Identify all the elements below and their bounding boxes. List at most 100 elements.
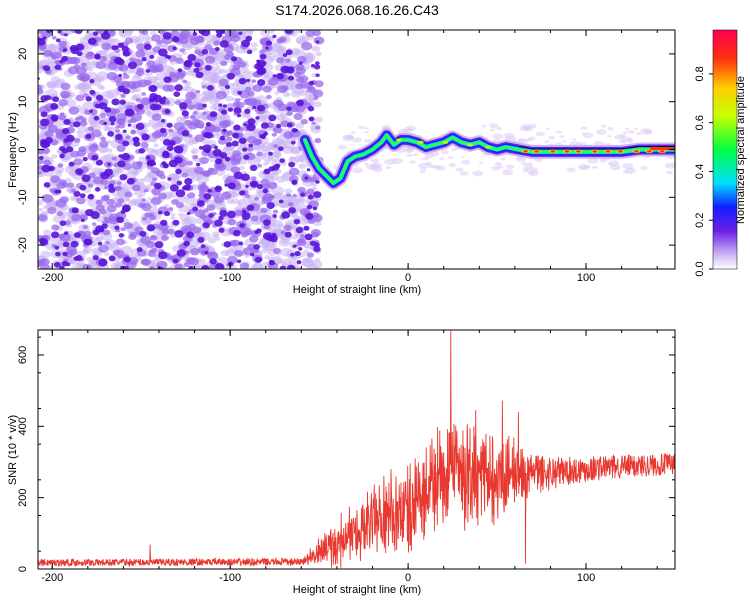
noise-blob — [146, 224, 156, 232]
noise-blob — [230, 239, 241, 247]
noise-blob — [68, 161, 75, 167]
noise-blob — [79, 193, 86, 199]
ridge-haze — [459, 170, 469, 176]
noise-blob — [191, 150, 196, 155]
noise-blob — [301, 257, 315, 268]
noise-blob — [196, 200, 205, 207]
noise-blob — [167, 177, 172, 181]
ridge-haze — [580, 126, 588, 130]
noise-blob — [296, 260, 302, 265]
noise-blob — [141, 56, 147, 62]
noise-blob — [78, 146, 87, 153]
snr-y-tick-label: 600 — [17, 346, 29, 364]
noise-blob — [177, 68, 183, 73]
ridge-haze — [413, 153, 419, 157]
ridge-hotspot-core — [534, 150, 539, 153]
ridge-haze — [559, 135, 565, 138]
noise-blob — [213, 196, 224, 204]
noise-blob — [155, 170, 165, 177]
noise-blob — [40, 138, 47, 145]
noise-blob — [71, 207, 79, 214]
noise-blob — [226, 210, 236, 219]
noise-blob — [204, 64, 212, 71]
noise-blob — [316, 197, 322, 202]
noise-blob — [194, 166, 204, 175]
noise-blob — [105, 240, 111, 245]
ridge-haze — [364, 130, 370, 134]
noise-blob — [157, 68, 162, 72]
noise-blob — [65, 255, 77, 264]
ridge-haze — [528, 136, 536, 141]
noise-blob — [198, 30, 206, 35]
noise-blob — [297, 56, 307, 64]
noise-blob — [55, 251, 61, 257]
noise-blob — [256, 151, 263, 157]
noise-blob — [177, 213, 183, 217]
noise-blob — [225, 95, 234, 102]
noise-blob — [244, 194, 251, 199]
noise-blob — [291, 180, 297, 185]
noise-blob — [183, 240, 190, 247]
ridge-haze — [572, 138, 577, 141]
noise-blob — [58, 114, 67, 121]
ridge-haze — [577, 164, 590, 171]
noise-blob — [185, 91, 197, 101]
noise-blob — [314, 64, 321, 70]
noise-blob — [141, 216, 147, 221]
noise-blob — [311, 231, 320, 238]
noise-blob — [54, 189, 60, 194]
noise-blob — [297, 266, 302, 269]
noise-blob — [101, 42, 112, 51]
noise-blob — [115, 125, 120, 129]
noise-blob — [238, 77, 247, 85]
noise-blob — [227, 218, 237, 226]
noise-blob — [299, 234, 305, 238]
noise-blob — [149, 212, 155, 217]
noise-blob — [187, 192, 196, 199]
ridge-haze — [591, 165, 598, 169]
noise-blob — [314, 116, 323, 123]
noise-blob — [288, 167, 300, 176]
noise-blob — [51, 35, 57, 40]
noise-blob — [222, 128, 227, 133]
ridge-hotspot-core — [592, 150, 597, 153]
noise-blob — [73, 121, 81, 128]
noise-blob — [45, 80, 57, 89]
noise-blob — [85, 96, 92, 102]
noise-blob — [73, 256, 80, 261]
noise-blob — [111, 98, 120, 106]
noise-blob — [110, 122, 115, 126]
noise-blob — [253, 244, 260, 250]
ridge-haze — [544, 140, 550, 143]
noise-blob — [115, 185, 123, 191]
noise-blob — [206, 74, 219, 84]
noise-blob — [135, 122, 145, 131]
noise-blob — [51, 231, 60, 239]
noise-blob — [262, 188, 269, 194]
ridge-haze — [440, 149, 449, 154]
noise-blob — [292, 193, 298, 198]
noise-blob — [293, 218, 301, 225]
noise-blob — [99, 112, 107, 118]
noise-blob — [151, 113, 162, 121]
noise-blob — [215, 30, 225, 35]
noise-blob — [130, 118, 137, 124]
noise-blob — [311, 73, 318, 78]
noise-blob — [38, 170, 43, 175]
colorbar: 0.0 0.2 0.4 0.6 0.8 Normalized spectral ampl… — [694, 29, 747, 277]
noise-blob — [63, 119, 71, 125]
spectrogram-y-tick-label: 0 — [17, 146, 29, 152]
noise-blob — [131, 81, 142, 89]
noise-blob — [244, 108, 251, 114]
noise-blob — [232, 132, 240, 139]
noise-blob — [92, 31, 99, 36]
ridge-haze — [420, 166, 427, 171]
noise-blob — [202, 170, 211, 177]
noise-blob — [192, 99, 199, 104]
ridge-hotspot-core — [618, 150, 623, 153]
noise-blob — [62, 241, 70, 248]
noise-blob — [50, 103, 59, 110]
noise-blob — [184, 178, 193, 185]
